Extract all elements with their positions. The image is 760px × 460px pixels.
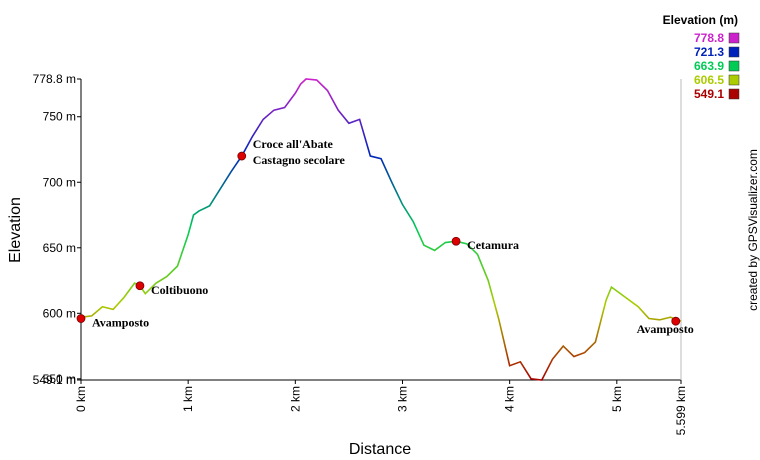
y-tick-label: 778.8 m <box>33 72 76 86</box>
legend-swatch <box>728 46 740 58</box>
waypoint-label: Avamposto <box>92 316 149 330</box>
legend-swatch <box>728 60 740 72</box>
x-tick-label: 1 km <box>181 386 195 412</box>
x-tick-label: 4 km <box>503 386 517 412</box>
x-axis-title: Distance <box>349 441 411 458</box>
waypoint <box>135 281 145 291</box>
credit: created by GPSVisualizer.com <box>746 149 760 311</box>
waypoint-label: Coltibuono <box>151 283 208 297</box>
legend-label: 778.8 <box>694 31 724 45</box>
legend-label: 663.9 <box>694 59 724 73</box>
legend-swatch <box>728 32 740 44</box>
x-tick-label: 2 km <box>288 386 302 412</box>
waypoint <box>671 316 681 326</box>
legend-label: 549.1 <box>694 87 724 101</box>
elevation-line <box>80 78 682 381</box>
waypoint <box>76 314 86 323</box>
legend-label: 606.5 <box>694 73 724 87</box>
legend-label: 721.3 <box>694 45 724 59</box>
y-tick-label: 650 m <box>43 241 76 255</box>
y-axis-title: Elevation <box>7 197 24 263</box>
y-tick-label: 750 m <box>43 110 76 124</box>
x-tick-label: 0 km <box>74 386 88 412</box>
waypoint-label: Castagno secolare <box>253 153 346 167</box>
x-tick-label: 5.599 km <box>674 386 688 435</box>
waypoint-label: Croce all'Abate <box>253 137 334 151</box>
y-tick-label: 600 m <box>43 306 76 320</box>
y-tick-label: 700 m <box>43 175 76 189</box>
legend-title: Elevation (m) <box>663 13 738 27</box>
legend-swatch <box>728 74 740 86</box>
waypoint-label: Avamposto <box>637 322 694 336</box>
legend-swatch <box>728 88 740 100</box>
waypoint <box>237 151 247 161</box>
y-tick-label: 550 m <box>43 372 76 386</box>
x-tick-label: 3 km <box>395 386 409 412</box>
x-tick-label: 5 km <box>610 386 624 412</box>
waypoint <box>451 236 461 246</box>
y-tick-label: 549.1 m <box>33 373 76 387</box>
waypoint-label: Cetamura <box>467 238 519 252</box>
